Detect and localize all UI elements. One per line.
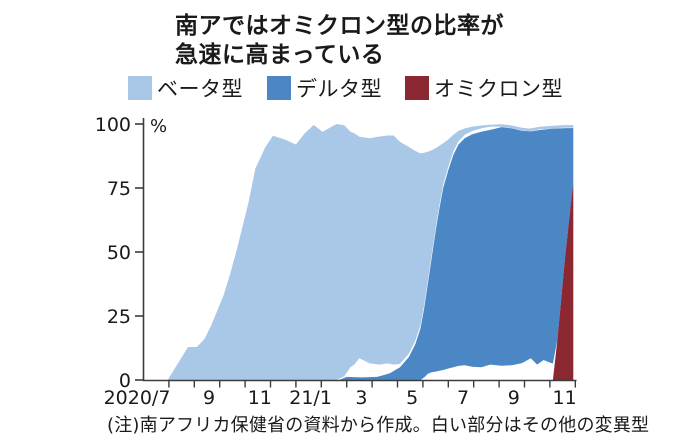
x-tick-label: 5 (406, 387, 418, 409)
chart-title: 南アではオミクロン型の比率が 急速に高まっている (175, 12, 504, 71)
x-tick-label: 9 (508, 387, 520, 409)
legend-swatch (128, 76, 152, 100)
y-tick-label: 50 (107, 242, 131, 264)
y-tick-label: 25 (107, 306, 131, 328)
chart-legend: ベータ型 デルタ型 オミクロン型 (0, 74, 679, 102)
y-tick-label: 75 (107, 178, 131, 200)
area-beta (167, 124, 574, 380)
x-tick-label: 7 (457, 387, 469, 409)
legend-label: ベータ型 (157, 77, 243, 101)
source-note: (注)南アフリカ保健省の資料から作成。白い部分はその他の変異型 (107, 415, 650, 436)
legend-label: オミクロン型 (434, 77, 563, 101)
x-tick-label: 3 (355, 387, 367, 409)
x-tick-label: 11 (248, 387, 272, 409)
area-omicron (552, 182, 574, 380)
x-tick-label: 11 (553, 387, 577, 409)
x-tick-label: 2020/7 (104, 387, 171, 409)
x-tick-label: 9 (203, 387, 215, 409)
x-tick-label: 21/1 (289, 387, 332, 409)
area-delta (339, 127, 574, 380)
legend-item-3: オミクロン型 (405, 74, 563, 102)
legend-swatch (267, 76, 291, 100)
legend-label: デルタ型 (296, 77, 382, 101)
y-tick-label: 100 (95, 114, 131, 136)
chart-title-line1: 南アではオミクロン型の比率が (175, 13, 504, 39)
y-tick-label: 0 (119, 370, 131, 392)
legend-item-1: ベータ型 (128, 74, 243, 102)
legend-swatch (405, 76, 429, 100)
legend-item-2: デルタ型 (267, 74, 382, 102)
chart-title-line2: 急速に高まっている (175, 42, 385, 69)
y-axis-unit: % (150, 116, 167, 137)
